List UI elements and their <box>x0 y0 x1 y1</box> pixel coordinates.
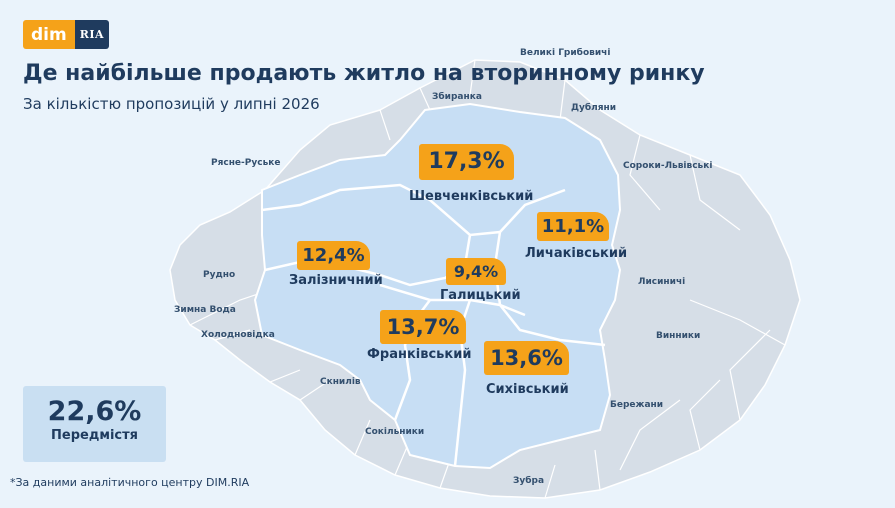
logo-dim: dim <box>23 20 75 49</box>
label-halytskyi: Галицький <box>440 288 521 303</box>
suburbs-share: 22,6% <box>47 396 142 427</box>
badge-shevchenkivskyi: 17,3% <box>419 144 514 180</box>
suburbs-label: Передмістя <box>51 428 138 443</box>
page-subtitle: За кількістю пропозицій у липні 2026 <box>23 95 320 113</box>
place-velyki-hrybovychi: Великі Грибовичі <box>520 48 611 58</box>
place-riasne-ruske: Рясне-Руське <box>211 158 281 168</box>
page-title: Де найбільше продають житло на вторинном… <box>23 61 705 86</box>
label-sykhivskyi: Сихівський <box>486 382 569 397</box>
badge-frankivskyi: 13,7% <box>380 310 466 344</box>
place-zubra: Зубра <box>513 476 545 486</box>
label-shevchenkivskyi: Шевченківський <box>409 189 534 204</box>
label-lychakivskyi: Личаківський <box>525 246 628 261</box>
place-berezhany: Бережани <box>610 400 664 410</box>
badge-lychakivskyi: 11,1% <box>537 212 609 241</box>
place-zbyranka: Збиранка <box>432 92 482 102</box>
place-dubliany: Дубляни <box>571 103 617 113</box>
label-frankivskyi: Франківський <box>367 347 472 362</box>
place-zymna-voda: Зимна Вода <box>174 305 236 315</box>
place-soroky-lvivski: Сороки-Львівські <box>623 161 713 171</box>
place-sknyliv: Скнилів <box>320 377 361 387</box>
label-zaliznychnyi: Залізничний <box>289 273 383 288</box>
place-lysynychi: Лисиничі <box>638 277 686 287</box>
city-area <box>253 102 622 470</box>
place-kholodnovidka: Холодновідка <box>201 330 275 340</box>
logo: dim RIA <box>23 20 110 49</box>
logo-ria: RIA <box>74 20 110 49</box>
suburb-borders <box>189 59 786 499</box>
place-vynnyky: Винники <box>656 331 701 341</box>
footnote: *За даними аналітичного центру DIM.RIA <box>10 476 250 489</box>
badge-halytskyi: 9,4% <box>446 258 506 285</box>
place-sokilnyky: Сокільники <box>365 427 425 437</box>
badge-sykhivskyi: 13,6% <box>484 341 569 375</box>
badge-zaliznychnyi: 12,4% <box>297 241 370 270</box>
suburbs-summary: 22,6% Передмістя <box>23 386 166 462</box>
place-rudno: Рудно <box>203 270 236 280</box>
